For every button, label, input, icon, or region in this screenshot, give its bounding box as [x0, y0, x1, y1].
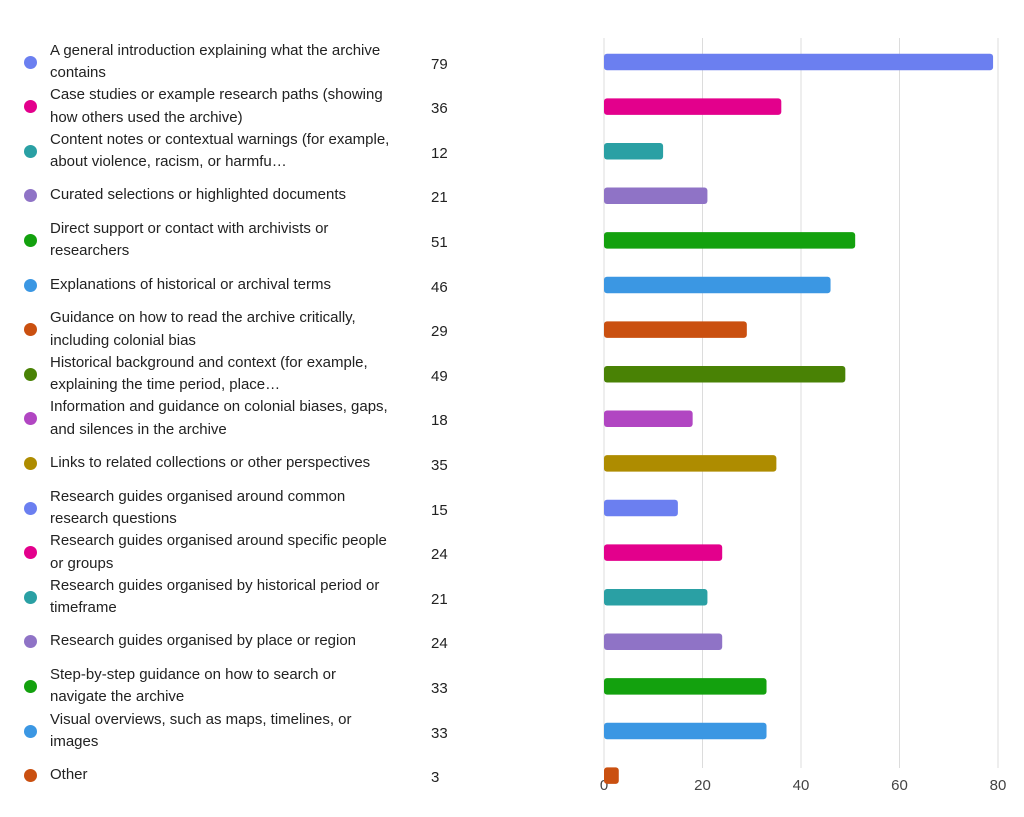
value-label: 36: [431, 100, 448, 118]
legend-item[interactable]: Step-by-step guidance on how to search o…: [0, 664, 470, 708]
bar-4[interactable]: [604, 232, 856, 249]
bar-12[interactable]: [604, 588, 708, 606]
legend-color-dot: [24, 233, 37, 247]
value-label: 51: [431, 233, 448, 251]
legend-item[interactable]: Links to related collections or other pe…: [0, 441, 470, 485]
value-label: 3: [431, 769, 440, 787]
category-label: Historical background and context (for e…: [50, 353, 368, 394]
value-label: 35: [431, 456, 448, 474]
category-label: Step-by-step guidance on how to search o…: [50, 665, 337, 706]
category-label: Visual overviews, such as maps, timeline…: [50, 710, 352, 751]
category-label: Research guides organised around specifi…: [50, 532, 387, 572]
legend-color-dot: [24, 367, 37, 381]
bar-10[interactable]: [604, 499, 678, 517]
legend-item[interactable]: Research guides organised by historical …: [0, 575, 470, 619]
legend-color-dot: [24, 278, 37, 292]
legend-color-dot: [24, 100, 37, 114]
legend-item[interactable]: Research guides organised around specifi…: [0, 531, 470, 575]
value-label: 21: [431, 189, 448, 207]
legend-item[interactable]: A general introduction explaining what t…: [0, 40, 470, 84]
bar-5[interactable]: [604, 276, 831, 294]
legend-color-dot: [24, 55, 37, 69]
legend-color-dot: [24, 323, 37, 337]
legend-item[interactable]: Research guides organised around common …: [0, 486, 470, 530]
category-label: Content notes or contextual warnings (fo…: [50, 130, 390, 171]
category-label: A general introduction explaining what t…: [50, 41, 381, 82]
legend-color-dot: [24, 590, 37, 604]
legend: A general introduction explaining what t…: [0, 0, 470, 817]
legend-item[interactable]: Information and guidance on colonial bia…: [0, 397, 470, 441]
bar-8[interactable]: [604, 410, 693, 428]
x-tick-label: 60: [891, 777, 908, 794]
legend-color-dot: [24, 501, 37, 515]
legend-item[interactable]: Historical background and context (for e…: [0, 352, 470, 396]
category-label: Research guides organised by historical …: [50, 576, 380, 617]
x-tick-label: 0: [600, 777, 608, 794]
value-label: 21: [431, 590, 448, 608]
category-label: Curated selections or highlighted docume…: [50, 186, 347, 204]
x-tick-label: 40: [793, 777, 810, 794]
category-label: Links to related collections or other pe…: [50, 453, 371, 471]
bar-9[interactable]: [604, 455, 777, 472]
legend-color-dot: [24, 412, 37, 426]
bar-11[interactable]: [604, 544, 723, 561]
bar-15[interactable]: [604, 722, 767, 740]
legend-color-dot: [24, 679, 37, 693]
legend-color-dot: [24, 546, 37, 560]
x-tick-label: 80: [990, 777, 1007, 794]
value-label: 33: [431, 724, 448, 742]
value-label: 29: [431, 323, 448, 341]
value-label: 12: [431, 144, 448, 162]
category-label: Research guides organised around common …: [50, 487, 346, 528]
bar-0[interactable]: [604, 53, 994, 71]
value-label: 33: [431, 679, 448, 697]
bar-14[interactable]: [604, 678, 767, 695]
legend-item[interactable]: Research guides organised by place or re…: [0, 620, 470, 664]
category-label: Guidance on how to read the archive crit…: [50, 309, 356, 349]
bar-7[interactable]: [604, 365, 846, 383]
legend-color-dot: [24, 456, 37, 470]
legend-item[interactable]: Direct support or contact with archivist…: [0, 218, 470, 262]
legend-item[interactable]: Explanations of historical or archival t…: [0, 263, 470, 307]
legend-item[interactable]: Other 3: [0, 754, 470, 798]
value-label: 24: [431, 635, 448, 653]
category-label: Research guides organised by place or re…: [50, 632, 357, 650]
value-label: 79: [431, 55, 448, 73]
value-label: 24: [431, 546, 448, 564]
value-label: 15: [431, 501, 448, 519]
legend-color-dot: [24, 189, 37, 203]
value-label: 18: [431, 412, 448, 430]
legend-item[interactable]: Visual overviews, such as maps, timeline…: [0, 709, 470, 753]
legend-color-dot: [24, 724, 37, 738]
legend-item[interactable]: Content notes or contextual warnings (fo…: [0, 129, 470, 173]
bar-3[interactable]: [604, 187, 708, 205]
legend-item[interactable]: Curated selections or highlighted docume…: [0, 174, 470, 218]
value-label: 46: [431, 278, 448, 296]
bar-13[interactable]: [604, 633, 723, 651]
legend-color-dot: [24, 769, 37, 783]
bar-6[interactable]: [604, 321, 747, 338]
bar-16[interactable]: [604, 767, 619, 784]
legend-color-dot: [24, 635, 37, 649]
category-label: Explanations of historical or archival t…: [50, 275, 331, 293]
category-label: Case studies or example research paths (…: [50, 86, 383, 126]
bar-1[interactable]: [604, 98, 782, 115]
legend-color-dot: [24, 144, 37, 158]
value-label: 49: [431, 367, 448, 385]
category-label: Information and guidance on colonial bia…: [50, 398, 388, 438]
x-tick-label: 20: [694, 777, 711, 794]
legend-item[interactable]: Guidance on how to read the archive crit…: [0, 308, 470, 352]
bar-2[interactable]: [604, 142, 664, 160]
category-label: Direct support or contact with archivist…: [50, 219, 329, 260]
legend-item[interactable]: Case studies or example research paths (…: [0, 85, 470, 129]
category-label: Other: [50, 766, 88, 784]
